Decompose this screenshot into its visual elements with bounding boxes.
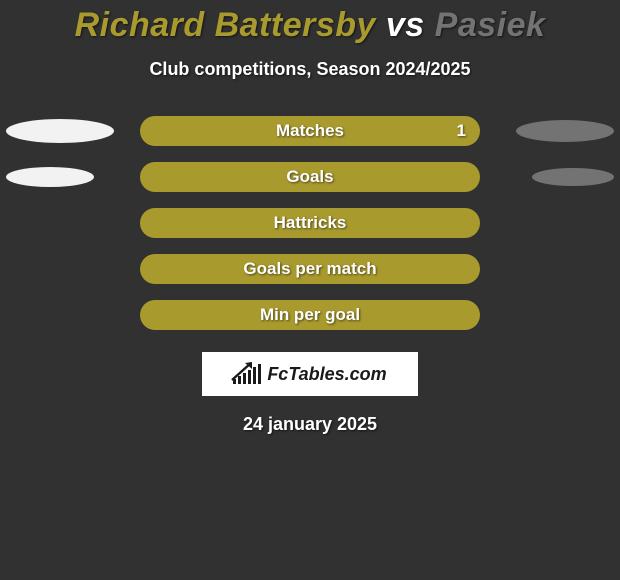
stat-row: Min per goal xyxy=(0,300,620,330)
stat-bar: Hattricks xyxy=(140,208,480,238)
logo-arrow-icon xyxy=(231,360,257,382)
stat-value: 1 xyxy=(457,121,466,141)
logo-text: FcTables.com xyxy=(267,364,386,385)
left-ellipse xyxy=(6,119,114,143)
stat-bar: Min per goal xyxy=(140,300,480,330)
right-ellipse xyxy=(532,168,614,186)
stat-row: Hattricks xyxy=(0,208,620,238)
right-ellipse xyxy=(516,120,614,142)
player1-name: Richard Battersby xyxy=(75,6,376,44)
stat-row: Goals xyxy=(0,162,620,192)
stat-label: Goals xyxy=(286,167,333,187)
left-ellipse xyxy=(6,167,94,187)
stat-row: Goals per match xyxy=(0,254,620,284)
stat-rows: Matches 1 Goals Hattricks Goals per match Min… xyxy=(0,116,620,330)
vs-label: vs xyxy=(386,6,425,44)
infographic: Richard Battersby vs Pasiek Club competi… xyxy=(0,0,620,580)
stat-bar: Goals per match xyxy=(140,254,480,284)
subtitle: Club competitions, Season 2024/2025 xyxy=(0,59,620,80)
date-label: 24 january 2025 xyxy=(0,414,620,435)
page-title: Richard Battersby vs Pasiek xyxy=(0,6,620,45)
stat-label: Matches xyxy=(276,121,344,141)
stat-label: Hattricks xyxy=(274,213,347,233)
stat-label: Goals per match xyxy=(243,259,376,279)
stat-row: Matches 1 xyxy=(0,116,620,146)
stat-bar: Matches 1 xyxy=(140,116,480,146)
stat-label: Min per goal xyxy=(260,305,360,325)
player2-name: Pasiek xyxy=(435,6,546,44)
stat-bar: Goals xyxy=(140,162,480,192)
logo-box: FcTables.com xyxy=(202,352,418,396)
